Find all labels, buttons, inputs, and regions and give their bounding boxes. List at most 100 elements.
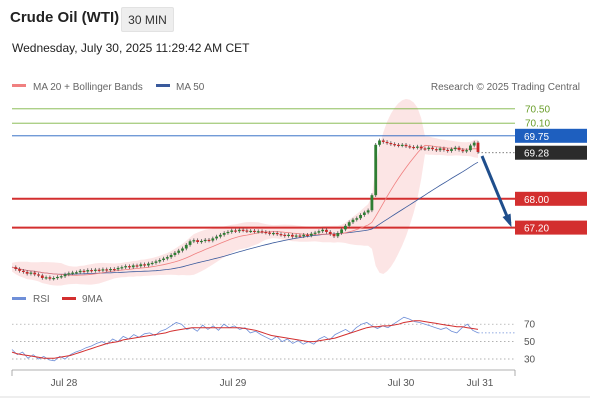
candle-body: [275, 233, 279, 235]
candle-body: [302, 234, 306, 237]
candle-body: [33, 272, 37, 275]
price-tags: 70.50 70.10 69.75 69.28 68.00 67.20: [515, 104, 587, 235]
candle-body: [211, 238, 215, 241]
candle-body: [112, 269, 116, 271]
candle-body: [169, 254, 173, 258]
candle-body: [359, 215, 362, 219]
candle-body: [408, 146, 412, 148]
candle-body: [139, 264, 143, 267]
candle-body: [21, 270, 25, 272]
current-price-tag: [515, 128, 587, 143]
candle-body: [154, 261, 158, 263]
candle-body: [294, 235, 298, 237]
candle-body: [469, 145, 472, 151]
instrument-title: Crude Oil (WTI): [10, 9, 120, 26]
candle-body: [109, 269, 112, 271]
projection-arrow-head: [502, 213, 512, 228]
candle-body: [412, 146, 415, 149]
candle-body: [404, 144, 408, 147]
candle-body: [207, 239, 211, 242]
candle-body: [415, 146, 419, 148]
timeframe-button[interactable]: 30 MIN: [121, 7, 174, 32]
candle-body: [188, 241, 192, 245]
credit-label: Research © 2025 Trading Central: [431, 82, 580, 93]
candle-body: [200, 240, 203, 243]
candle-body: [158, 260, 162, 262]
candle-body: [309, 233, 313, 236]
projection-arrow-shaft: [480, 155, 512, 225]
candle-body: [165, 257, 169, 259]
candle-body: [226, 231, 230, 234]
candle-body: [355, 218, 359, 220]
timestamp: Wednesday, July 30, 2025 11:29:42 AM CET: [12, 41, 250, 55]
bollinger-band-area: [12, 99, 478, 286]
candle-body: [71, 272, 75, 274]
candle-body: [370, 195, 374, 211]
candle-body: [196, 240, 200, 242]
rsi-legend-swatch: [12, 297, 26, 300]
rsi-ma-legend-label: 9MA: [82, 294, 103, 305]
candle-body: [78, 270, 82, 273]
candle-body: [230, 230, 234, 232]
x-axis-label: Jul 30: [388, 378, 415, 389]
rsi-panel: 30 50 70: [11, 316, 536, 366]
candle-body: [192, 240, 196, 242]
candle-body: [18, 269, 21, 271]
candle-body: [48, 277, 52, 279]
candle-body: [116, 267, 120, 270]
candle-body: [385, 141, 389, 144]
price-levels: [12, 108, 515, 229]
candle-body: [14, 267, 18, 269]
candle-body: [241, 229, 245, 231]
rsi-tick-label: 70: [524, 320, 536, 331]
candle-body: [63, 274, 67, 277]
candle-body: [457, 147, 461, 150]
candle-body: [37, 274, 40, 276]
candle-body: [25, 271, 29, 274]
candle-body: [450, 149, 453, 151]
support-tag: [515, 220, 587, 235]
rsi-tick-label: 30: [524, 355, 536, 366]
candle-body: [264, 231, 268, 234]
rsi-tick-label: 50: [524, 337, 536, 348]
candle-body: [362, 212, 366, 215]
candle-body: [393, 144, 397, 146]
candle-body: [340, 229, 344, 233]
candle-body: [75, 272, 78, 274]
candle-body: [438, 148, 442, 151]
candle-body: [325, 229, 328, 232]
ma50-line: [11, 161, 479, 275]
rsi-ma-legend-swatch: [62, 297, 76, 300]
moving-averages: [11, 144, 479, 276]
candle-body: [128, 266, 131, 268]
candle-body: [427, 147, 431, 150]
candle-body: [245, 230, 249, 232]
candle-body: [268, 232, 272, 234]
candle-body: [101, 269, 105, 271]
candle-body: [181, 248, 184, 251]
candle-body: [378, 140, 381, 145]
candle-body: [400, 144, 404, 146]
candle-body: [120, 267, 124, 269]
candle-body: [40, 275, 44, 278]
candle-body: [56, 276, 59, 279]
candle-body: [290, 234, 294, 237]
candle-body: [143, 264, 147, 266]
support-label: 67.20: [524, 224, 549, 235]
candle-body: [287, 234, 290, 236]
candle-body: [234, 230, 237, 232]
candle-body: [279, 234, 283, 236]
candle-body: [453, 147, 457, 150]
candle-body: [397, 144, 400, 146]
ma50-legend-swatch: [156, 84, 170, 87]
candle-body: [67, 273, 71, 275]
candle-body: [124, 266, 128, 268]
candle-body: [472, 142, 476, 146]
candle-body: [374, 144, 378, 196]
candle-body: [419, 146, 423, 149]
candle-body: [131, 265, 135, 268]
candle-body: [52, 278, 56, 280]
candle-body: [431, 147, 434, 150]
resistance-label: 70.10: [525, 119, 550, 130]
